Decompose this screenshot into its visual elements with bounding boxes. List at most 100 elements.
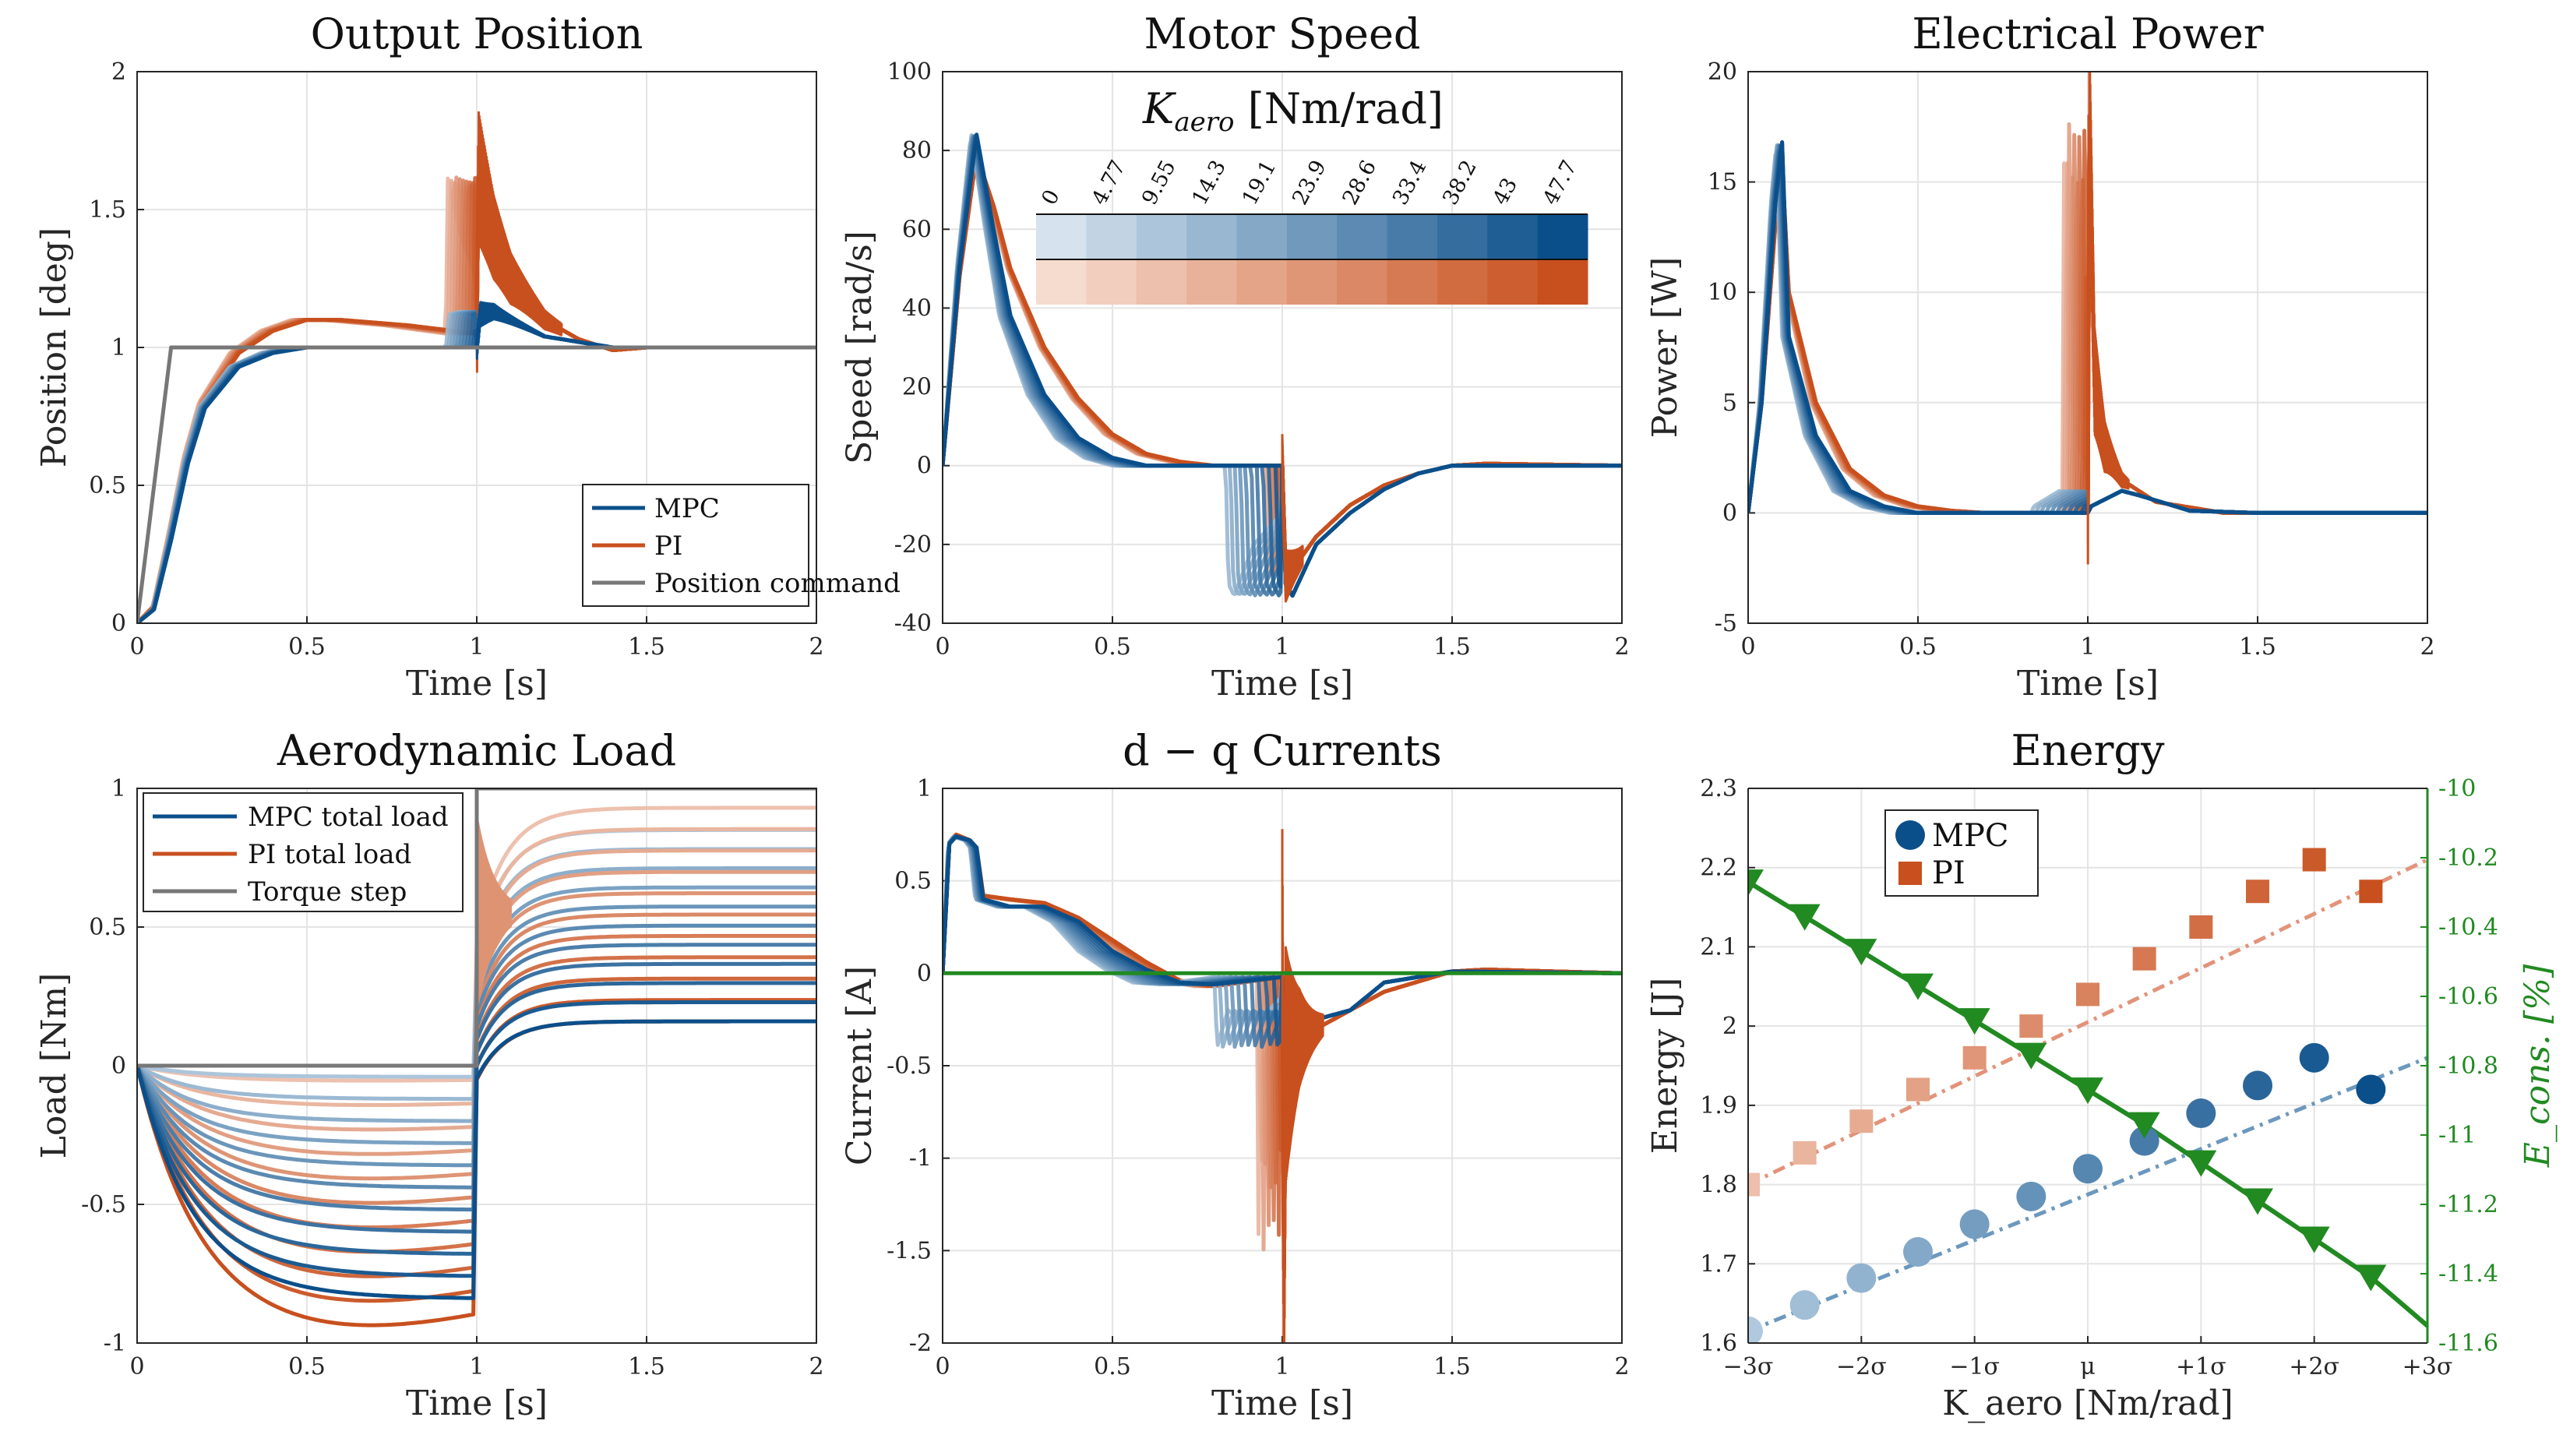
y-tick-label: 15 — [1708, 169, 1737, 196]
colorbar-pi-cell — [1036, 259, 1087, 305]
x-tick-label: −2σ — [1836, 1353, 1887, 1380]
colorbar-mpc-cell — [1086, 214, 1137, 259]
mpc-energy-marker — [1903, 1237, 1933, 1267]
legend-label: Position command — [654, 568, 901, 599]
y-tick-label: 100 — [887, 58, 932, 86]
y-tick-label: 5 — [1722, 390, 1737, 417]
plot-clip — [137, 788, 816, 1327]
mpc-power-line — [1748, 140, 2427, 515]
legend-label: Torque step — [248, 876, 407, 908]
y-right-tick-label: -10 — [2438, 775, 2476, 802]
x-tick-label: 1 — [1274, 633, 1289, 661]
chart-title: d − q Currents — [1123, 726, 1442, 775]
x-tick-label: 0 — [1740, 633, 1755, 661]
y-tick-label: 1 — [917, 775, 932, 802]
colorbar-pi-cell — [1437, 259, 1488, 305]
x-tick-label: 1.5 — [2239, 633, 2276, 661]
x-tick-label: 0 — [935, 1353, 950, 1380]
x-axis-label: Time [s] — [406, 664, 548, 703]
plot-clip — [943, 829, 1622, 1343]
y-tick-label: 80 — [902, 137, 932, 164]
x-tick-label: 2 — [809, 1353, 823, 1380]
y-axis-label: Power [W] — [1645, 257, 1685, 439]
colorbar-mpc-cell — [1036, 214, 1087, 259]
y-axis-label: Current [A] — [840, 966, 880, 1165]
consumption-marker — [2242, 1188, 2273, 1215]
consumption-marker — [2015, 1042, 2047, 1070]
chart-title: Aerodynamic Load — [277, 726, 676, 775]
y-right-tick-label: -10.2 — [2438, 844, 2498, 872]
y-tick-label: 1.6 — [1700, 1330, 1737, 1357]
pi-energy-marker — [1748, 1172, 1760, 1197]
y-tick-label: -0.5 — [81, 1191, 126, 1218]
legend-mpc-marker — [1895, 820, 1925, 850]
chart-title: Electrical Power — [1912, 9, 2263, 58]
colorbar-title-k: K — [1142, 84, 1176, 133]
colorbar-pi-cell — [1286, 259, 1338, 305]
x-tick-label: 0.5 — [288, 633, 326, 661]
chart-title: Output Position — [311, 9, 643, 58]
pi-energy-marker — [1849, 1109, 1874, 1133]
consumption-marker — [1748, 869, 1764, 897]
pi-energy-marker — [2132, 947, 2156, 971]
pi-energy-marker — [1962, 1045, 1987, 1070]
y-axis-label: Position [deg] — [34, 227, 74, 467]
chart-title: Motor Speed — [1144, 9, 1420, 58]
x-tick-label: 1 — [1274, 1353, 1289, 1380]
x-tick-label: 0.5 — [1094, 1353, 1131, 1380]
x-tick-label: 1 — [469, 1353, 484, 1380]
axes-frame — [942, 71, 1623, 624]
y-right-tick-label: -11.6 — [2438, 1330, 2498, 1357]
x-tick-label: 2 — [1614, 1353, 1629, 1380]
colorbar-mpc-cell — [1236, 214, 1288, 259]
legend-label: PI — [654, 531, 682, 562]
y-right-tick-label: -10.6 — [2438, 983, 2498, 1010]
x-tick-label: +3σ — [2403, 1353, 2453, 1380]
y-tick-label: 40 — [902, 294, 932, 322]
x-tick-label: 0 — [129, 1353, 144, 1380]
colorbar-pi-cell — [1537, 259, 1588, 305]
legend-label: MPC — [654, 493, 720, 524]
y-tick-label: 0.5 — [89, 472, 126, 499]
pi-speed-oscillation — [1281, 434, 1304, 603]
axes-frame — [1747, 71, 2428, 624]
y-tick-label: 2 — [111, 58, 126, 86]
plot-clip — [137, 111, 816, 623]
pi-fit-line — [1748, 858, 2427, 1186]
consumption-marker — [1789, 904, 1821, 931]
y-tick-label: -1 — [104, 1330, 126, 1357]
x-tick-label: 0 — [935, 633, 950, 661]
pi-energy-marker — [2189, 915, 2213, 939]
y-tick-label: 0 — [111, 610, 126, 637]
mpc-speed-line — [943, 132, 1622, 598]
y-axis-label: Speed [rad/s] — [840, 231, 880, 464]
x-tick-label: 2 — [2420, 633, 2434, 661]
y-tick-label: 0 — [111, 1052, 126, 1080]
y-tick-label: -2 — [909, 1330, 932, 1357]
y-tick-label: 20 — [1708, 58, 1737, 86]
consumption-marker — [2355, 1264, 2387, 1292]
x-tick-label: 0.5 — [288, 1353, 326, 1380]
mpc-energy-marker — [2016, 1181, 2046, 1211]
x-tick-label: 1.5 — [1433, 1353, 1471, 1380]
pi-current-oscillation — [1281, 829, 1324, 1343]
y-axis-label: Load [Nm] — [34, 973, 74, 1159]
colorbar-mpc-cell — [1136, 214, 1187, 259]
y-tick-label: 20 — [902, 374, 932, 401]
y-tick-label: -1.5 — [887, 1237, 932, 1264]
consumption-marker — [1846, 939, 1877, 966]
colorbar-mpc-cell — [1286, 214, 1338, 259]
y-right-tick-label: -11 — [2438, 1122, 2476, 1149]
y-right-tick-label: -10.4 — [2438, 914, 2498, 941]
x-tick-label: 1 — [469, 633, 484, 661]
y-tick-label: -5 — [1715, 610, 1737, 637]
colorbar-mpc-cell — [1537, 214, 1588, 259]
consumption-marker — [1958, 1008, 1990, 1035]
colorbar-pi-cell — [1186, 259, 1237, 305]
pi-energy-marker — [2019, 1014, 2043, 1038]
x-tick-label: +1σ — [2176, 1353, 2226, 1380]
colorbar-mpc-cell — [1437, 214, 1488, 259]
x-tick-label: 1 — [2080, 633, 2095, 661]
legend-label: PI total load — [248, 839, 411, 870]
